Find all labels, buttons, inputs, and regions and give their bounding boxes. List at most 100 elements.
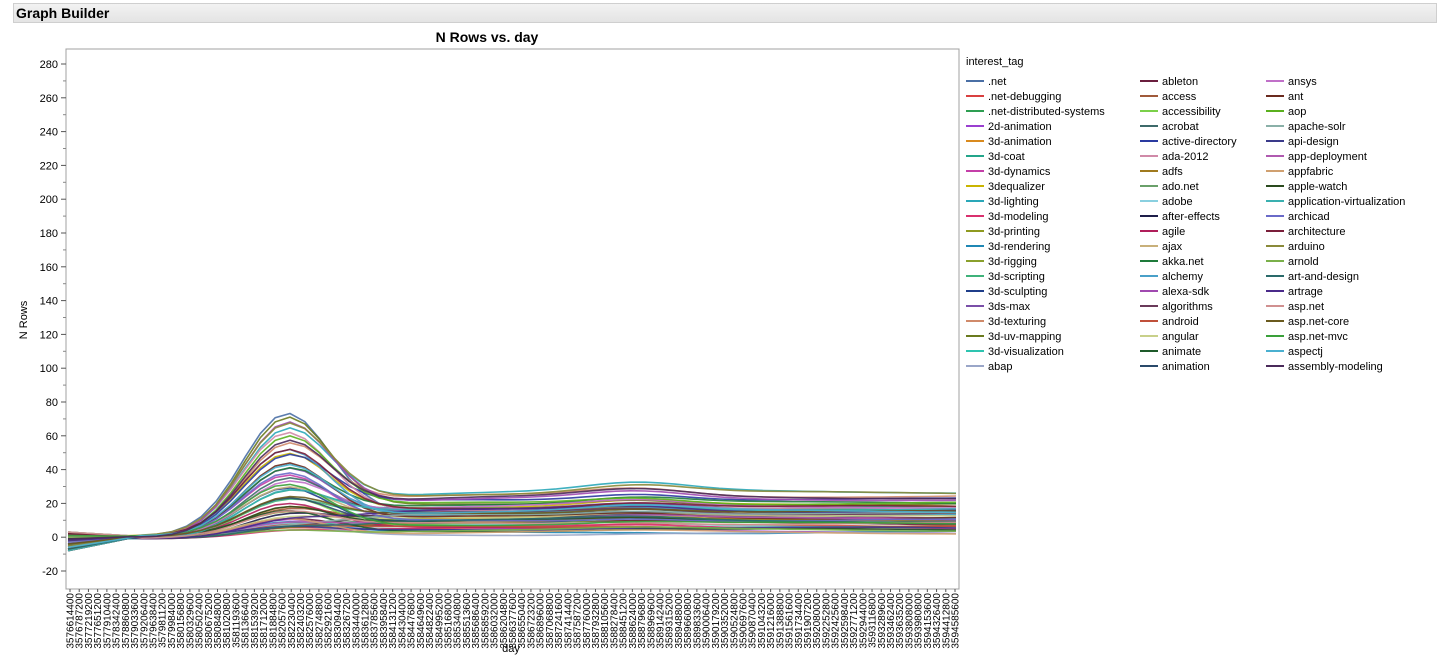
legend-title: interest_tag xyxy=(966,56,1024,68)
legend-item[interactable]: 3d-lighting xyxy=(966,195,1039,209)
legend-item[interactable]: .net-distributed-systems xyxy=(966,105,1105,119)
legend-label: apple-watch xyxy=(1288,181,1348,193)
legend-swatch xyxy=(966,200,984,203)
y-tick-label: 260 xyxy=(40,93,58,105)
legend-item[interactable]: 3d-animation xyxy=(966,135,1052,149)
legend-item[interactable]: 3d-printing xyxy=(966,225,1040,239)
legend-item[interactable]: archicad xyxy=(1266,210,1330,224)
legend-item[interactable]: aspectj xyxy=(1266,345,1323,359)
legend-swatch xyxy=(1266,260,1284,263)
legend-item[interactable]: ajax xyxy=(1140,240,1182,254)
legend-label: asp.net xyxy=(1288,301,1325,313)
graph-builder-header[interactable]: Graph Builder xyxy=(13,3,1437,23)
legend-swatch xyxy=(1140,245,1158,248)
legend-item[interactable]: 3d-texturing xyxy=(966,315,1046,329)
legend-swatch xyxy=(1140,95,1158,98)
legend-item[interactable]: 3d-rigging xyxy=(966,255,1037,269)
legend-item[interactable]: application-virtualization xyxy=(1266,195,1405,209)
legend-item[interactable]: api-design xyxy=(1266,135,1339,149)
legend-item[interactable]: 3d-coat xyxy=(966,150,1025,164)
legend-item[interactable]: apple-watch xyxy=(1266,180,1347,194)
graph-builder-title: Graph Builder xyxy=(16,5,110,21)
legend-swatch xyxy=(1266,200,1284,203)
legend-item[interactable]: 3ds-max xyxy=(966,300,1030,314)
legend-item[interactable]: apache-solr xyxy=(1266,120,1345,134)
legend-item[interactable]: animate xyxy=(1140,345,1201,359)
legend-item[interactable]: asp.net-mvc xyxy=(1266,330,1348,344)
legend-item[interactable]: 3dequalizer xyxy=(966,180,1045,194)
legend-item[interactable]: algorithms xyxy=(1140,300,1213,314)
legend-item[interactable]: after-effects xyxy=(1140,210,1220,224)
legend-item[interactable]: .net xyxy=(966,75,1006,89)
legend-item[interactable]: architecture xyxy=(1266,225,1345,239)
x-tick-label: 3594412800 xyxy=(941,593,952,649)
legend-item[interactable]: 3d-rendering xyxy=(966,240,1050,254)
legend-item[interactable]: access xyxy=(1140,90,1196,104)
legend-item[interactable]: active-directory xyxy=(1140,135,1237,149)
legend-item[interactable]: artrage xyxy=(1266,285,1323,299)
x-tick-label: 3579638400 xyxy=(148,593,159,649)
legend-swatch xyxy=(1266,290,1284,293)
legend-item[interactable]: .net-debugging xyxy=(966,90,1061,104)
legend-item[interactable]: ada-2012 xyxy=(1140,150,1209,164)
legend-item[interactable]: appfabric xyxy=(1266,165,1333,179)
legend-swatch xyxy=(1140,110,1158,113)
legend-item[interactable]: asp.net xyxy=(1266,300,1324,314)
legend-item[interactable]: arduino xyxy=(1266,240,1325,254)
legend-item[interactable]: android xyxy=(1140,315,1199,329)
legend-item[interactable]: 3d-visualization xyxy=(966,345,1064,359)
legend-swatch xyxy=(1266,230,1284,233)
x-tick-label: 3578342400 xyxy=(112,593,123,649)
legend-item[interactable]: aop xyxy=(1266,105,1306,119)
legend-label: active-directory xyxy=(1162,136,1237,148)
legend-item[interactable]: 3d-modeling xyxy=(966,210,1049,224)
legend-item[interactable]: abap xyxy=(966,360,1012,374)
legend-item[interactable]: ansys xyxy=(1266,75,1317,89)
legend-item[interactable]: arnold xyxy=(1266,255,1319,269)
x-tick-label: 3587068800 xyxy=(545,593,556,649)
x-tick-label: 3589315200 xyxy=(665,593,676,649)
legend-label: 3d-uv-mapping xyxy=(988,331,1062,343)
legend-item[interactable]: 3d-dynamics xyxy=(966,165,1050,179)
x-axis: 3576614400357678720035772192003577651200… xyxy=(66,589,962,649)
x-tick-label: 3577651200 xyxy=(93,593,104,649)
legend-item[interactable]: app-deployment xyxy=(1266,150,1367,164)
legend-swatch xyxy=(1266,185,1284,188)
legend-item[interactable]: 2d-animation xyxy=(966,120,1052,134)
legend-item[interactable]: art-and-design xyxy=(1266,270,1359,284)
legend-item[interactable]: ableton xyxy=(1140,75,1198,89)
x-tick-label: 3577219200 xyxy=(84,593,95,649)
legend-item[interactable]: 3d-sculpting xyxy=(966,285,1047,299)
legend-swatch xyxy=(1140,320,1158,323)
legend-label: api-design xyxy=(1288,136,1339,148)
legend-item[interactable]: akka.net xyxy=(1140,255,1204,269)
series-line-asp-net xyxy=(67,510,957,540)
legend-swatch xyxy=(1140,350,1158,353)
legend-label: ableton xyxy=(1162,76,1199,88)
legend-item[interactable]: ado.net xyxy=(1140,180,1199,194)
legend-swatch xyxy=(966,95,984,98)
legend-item[interactable]: 3d-uv-mapping xyxy=(966,330,1061,344)
legend-item[interactable]: alchemy xyxy=(1140,270,1203,284)
legend-item[interactable]: assembly-modeling xyxy=(1266,360,1383,374)
x-tick-label: 3581193600 xyxy=(231,593,242,648)
legend-label: akka.net xyxy=(1162,256,1204,268)
legend-item[interactable]: agile xyxy=(1140,225,1185,239)
x-tick-label: 3592598400 xyxy=(840,593,851,649)
legend-item[interactable]: 3d-scripting xyxy=(966,270,1045,284)
x-tick-label: 3589660800 xyxy=(683,593,694,649)
legend-item[interactable]: adfs xyxy=(1140,165,1183,179)
legend-label: apache-solr xyxy=(1288,121,1346,133)
x-tick-label: 3591907200 xyxy=(803,593,814,649)
legend-item[interactable]: acrobat xyxy=(1140,120,1199,134)
legend-item[interactable]: angular xyxy=(1140,330,1199,344)
legend-item[interactable]: adobe xyxy=(1140,195,1193,209)
x-tick-label: 3591216000 xyxy=(766,593,777,649)
legend-item[interactable]: ant xyxy=(1266,90,1303,104)
legend-item[interactable]: accessibility xyxy=(1140,105,1221,119)
legend-swatch xyxy=(966,245,984,248)
x-tick-label: 3581539200 xyxy=(250,593,261,649)
legend-item[interactable]: asp.net-core xyxy=(1266,315,1349,329)
legend-item[interactable]: alexa-sdk xyxy=(1140,285,1209,299)
legend-item[interactable]: animation xyxy=(1140,360,1210,374)
